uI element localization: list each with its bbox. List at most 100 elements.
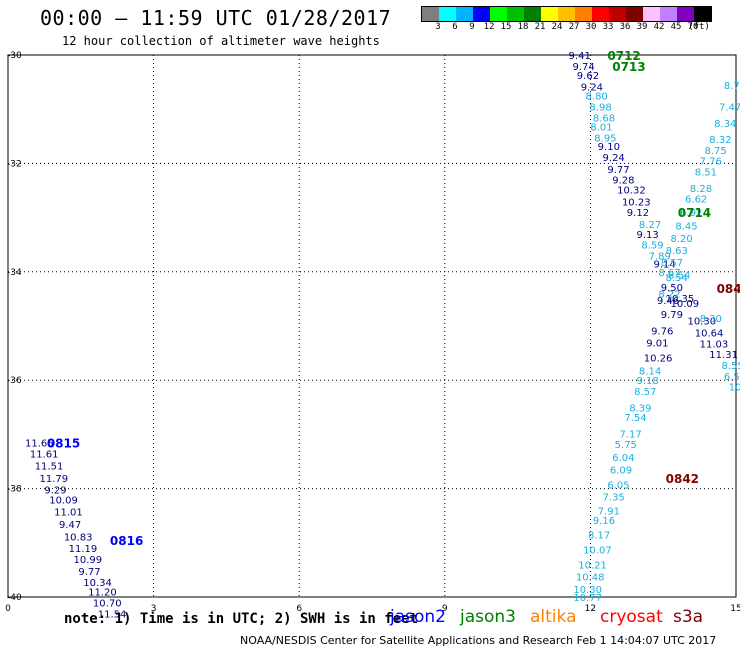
track-value: 10.07 — [583, 545, 612, 556]
track-value: 8.34 — [714, 119, 736, 130]
track-value: 7.17 — [620, 429, 642, 440]
legend-swatch — [609, 7, 626, 21]
track-value: 11.61 — [30, 449, 59, 460]
track-value: 8.54 — [668, 271, 690, 282]
legend-label: 27 — [568, 22, 580, 32]
legend-swatch — [541, 7, 558, 21]
legend-swatch — [456, 7, 473, 21]
legend-label: 18 — [517, 22, 529, 32]
legend-swatch — [660, 7, 677, 21]
track-value: 9.24 — [603, 153, 625, 164]
track-value: 8.54 — [666, 273, 688, 284]
track-value: 8.51 — [695, 168, 717, 179]
track-value: 7.89 — [649, 252, 671, 263]
track-value: 9.29 — [44, 486, 66, 497]
track-value: 9.46 — [657, 296, 679, 307]
legend-label: 15 — [500, 22, 512, 32]
track-value: 11.20 — [88, 588, 117, 599]
legend-swatch — [422, 7, 439, 21]
track-value: 7.76 — [700, 157, 722, 168]
track-value: 7.47 — [719, 102, 740, 113]
legend-label: 12 — [483, 22, 495, 32]
track-value: 9.77 — [607, 165, 629, 176]
legend-label: 42 — [653, 22, 665, 32]
track-value: 10.32 — [617, 185, 646, 196]
track-value: 9.10 — [598, 142, 620, 153]
track-value: 10.99 — [74, 555, 103, 566]
legend-label: 3 — [435, 22, 441, 32]
track-value: 10.09 — [670, 299, 699, 310]
track-value: 9.12 — [627, 208, 649, 219]
tick-label-lon: 9 — [442, 604, 448, 614]
track-value: 9.77 — [78, 567, 100, 578]
track-value: 10.30 — [573, 585, 602, 596]
track-value: 6.05 — [607, 480, 629, 491]
tick-label-lat: -30 — [7, 51, 22, 61]
track-value: 10.48 — [576, 572, 605, 583]
legend-swatch — [677, 7, 694, 21]
track-value: 8.14 — [639, 366, 661, 377]
track-value: 8.95 — [594, 133, 616, 144]
track-value: 11.01 — [54, 507, 83, 518]
legend-swatch — [490, 7, 507, 21]
track-value: 9.13 — [637, 230, 659, 241]
footer-note: note: 1) Time is in UTC; 2) SWH is in fe… — [64, 611, 419, 627]
map-frame — [7, 54, 737, 598]
legend-swatch — [575, 7, 592, 21]
legend-label: 36 — [619, 22, 631, 32]
satellite-s3a: s3a — [673, 607, 704, 627]
track-value: 6.09 — [610, 466, 632, 477]
track-value: 8.28 — [690, 184, 712, 195]
page-title: 00:00 – 11:59 UTC 01/28/2017 — [40, 6, 392, 30]
legend-swatch — [694, 7, 711, 21]
tick-label-lat: -34 — [7, 268, 22, 278]
track-value: 8.68 — [593, 113, 615, 124]
tick-label-lat: -40 — [7, 593, 22, 603]
track-value: 8.72 — [724, 81, 740, 92]
track-value: 9.50 — [661, 283, 683, 294]
track-value: 11.79 — [40, 474, 69, 485]
track-value: 9.79 — [661, 310, 683, 321]
track-value: 10.64 — [695, 329, 724, 340]
track-value: 9.18 — [637, 376, 659, 387]
legend-swatch — [643, 7, 660, 21]
track-value: 6.92 — [680, 208, 702, 219]
legend-label: (ft) — [688, 22, 710, 32]
track-value: 7.91 — [598, 506, 620, 517]
track-value: 8.75 — [704, 146, 726, 157]
pass-label: 0842 — [717, 282, 740, 296]
pass-label: 0815 — [47, 437, 80, 451]
track-value: 11.31 — [709, 350, 738, 361]
track-value: 6.55 — [724, 372, 740, 383]
track-value: 10.21 — [578, 560, 607, 571]
tick-label-lon: 3 — [151, 604, 157, 614]
track-value: 9.14 — [653, 260, 675, 271]
legend-label: 21 — [534, 22, 546, 32]
track-value: 8.98 — [589, 102, 611, 113]
track-value: 10.30 — [687, 317, 716, 328]
track-value: 9.47 — [59, 520, 81, 531]
track-value: 8.63 — [666, 246, 688, 257]
track-value: 11.65 — [25, 439, 54, 450]
track-value: 8.20 — [670, 234, 692, 245]
track-value: 8.27 — [639, 220, 661, 231]
track-value: 9.01 — [646, 338, 668, 349]
legend-label: 33 — [602, 22, 614, 32]
pass-label: 0713 — [612, 60, 645, 74]
track-value: 8.59 — [641, 241, 663, 252]
track-value: 9.74 — [572, 62, 594, 73]
legend-label: 30 — [585, 22, 597, 32]
satellite-cryosat: cryosat — [600, 607, 663, 627]
tick-label-lat: -36 — [7, 376, 22, 386]
track-value: 7.35 — [603, 493, 625, 504]
pass-label: 0816 — [110, 534, 143, 548]
tick-label-lat: -32 — [7, 159, 22, 169]
color-legend — [421, 6, 712, 22]
track-value: 8.30 — [700, 314, 722, 325]
track-value: 10.34 — [83, 578, 112, 589]
track-value: 6.62 — [685, 195, 707, 206]
track-value: 10.00 — [729, 383, 740, 394]
satellite-jason3: jason3 — [460, 607, 516, 627]
track-value: 10.77 — [573, 593, 602, 604]
